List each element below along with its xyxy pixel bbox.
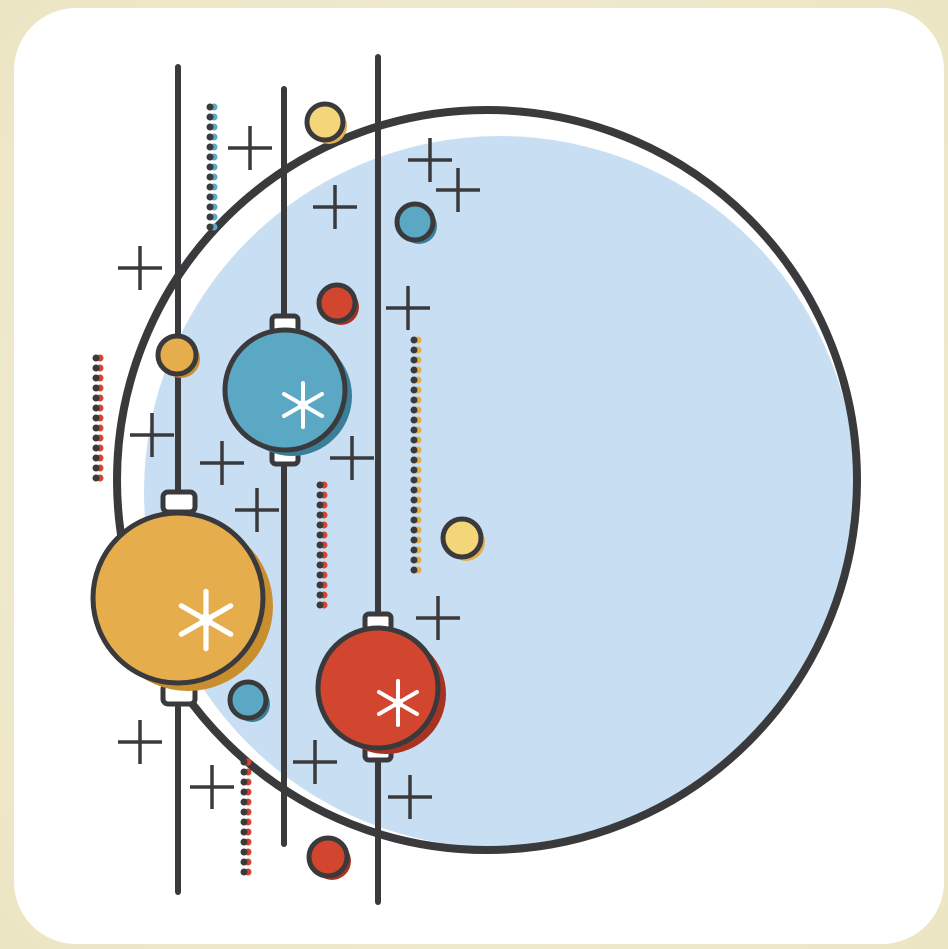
- illustration: [0, 0, 948, 949]
